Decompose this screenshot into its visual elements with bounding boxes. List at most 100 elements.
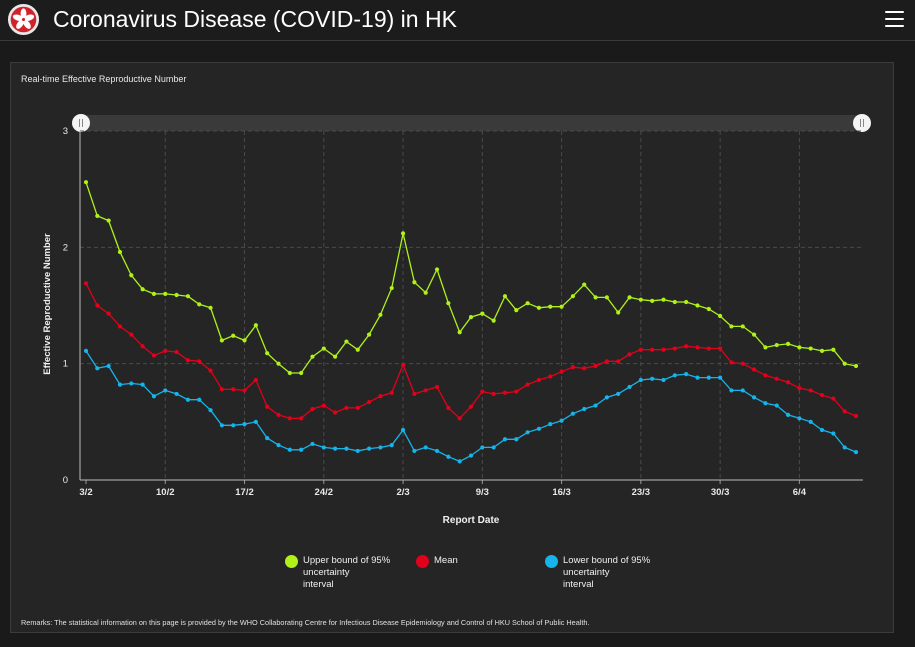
data-point-mean[interactable] — [355, 405, 360, 410]
data-point-lower[interactable] — [231, 423, 236, 428]
data-point-upper[interactable] — [163, 291, 168, 296]
data-point-lower[interactable] — [706, 375, 711, 380]
data-point-lower[interactable] — [536, 426, 542, 431]
data-point-mean[interactable] — [729, 360, 734, 365]
data-point-lower[interactable] — [468, 453, 474, 458]
data-point-mean[interactable] — [389, 390, 394, 395]
data-point-lower[interactable] — [423, 445, 428, 450]
data-point-lower[interactable] — [650, 376, 655, 381]
data-point-upper[interactable] — [185, 294, 191, 299]
data-point-lower[interactable] — [548, 422, 553, 427]
data-point-lower[interactable] — [151, 394, 157, 399]
data-point-lower[interactable] — [502, 437, 508, 442]
data-point-lower[interactable] — [695, 375, 700, 380]
data-point-mean[interactable] — [117, 324, 123, 329]
data-point-mean[interactable] — [570, 365, 576, 370]
data-point-upper[interactable] — [276, 361, 281, 366]
data-point-mean[interactable] — [853, 413, 859, 419]
data-point-lower[interactable] — [446, 454, 451, 459]
data-point-lower[interactable] — [95, 366, 100, 371]
data-point-lower[interactable] — [253, 419, 258, 424]
data-point-lower[interactable] — [797, 416, 802, 421]
data-point-lower[interactable] — [117, 382, 123, 387]
range-slider-left-handle[interactable] — [72, 114, 90, 132]
data-point-mean[interactable] — [366, 399, 372, 405]
data-point-upper[interactable] — [412, 280, 417, 285]
data-point-upper[interactable] — [548, 304, 553, 309]
data-point-lower[interactable] — [751, 395, 757, 400]
data-point-mean[interactable] — [593, 363, 598, 369]
data-point-upper[interactable] — [287, 370, 292, 376]
data-point-mean[interactable] — [174, 349, 179, 355]
data-point-upper[interactable] — [299, 370, 304, 376]
data-point-upper[interactable] — [434, 267, 440, 272]
data-point-upper[interactable] — [174, 292, 179, 298]
data-point-upper[interactable] — [231, 333, 236, 338]
data-point-upper[interactable] — [729, 324, 734, 329]
data-point-lower[interactable] — [344, 446, 349, 451]
data-point-upper[interactable] — [197, 302, 202, 307]
data-point-lower[interactable] — [140, 382, 145, 387]
data-point-mean[interactable] — [287, 416, 292, 421]
data-point-upper[interactable] — [842, 361, 847, 366]
data-point-lower[interactable] — [457, 459, 462, 464]
data-point-upper[interactable] — [242, 338, 247, 343]
data-point-mean[interactable] — [819, 392, 825, 398]
data-point-upper[interactable] — [774, 342, 779, 348]
data-point-mean[interactable] — [774, 376, 779, 381]
data-point-mean[interactable] — [763, 373, 768, 378]
data-point-lower[interactable] — [819, 427, 825, 433]
data-point-mean[interactable] — [83, 281, 89, 286]
data-point-lower[interactable] — [480, 445, 485, 450]
data-point-upper[interactable] — [718, 313, 723, 319]
data-point-lower[interactable] — [185, 397, 191, 402]
data-point-mean[interactable] — [412, 391, 417, 397]
data-point-mean[interactable] — [842, 409, 847, 414]
data-point-upper[interactable] — [446, 301, 451, 306]
data-point-upper[interactable] — [423, 290, 428, 295]
range-slider-right-handle[interactable] — [853, 114, 871, 132]
data-point-upper[interactable] — [536, 305, 542, 310]
data-point-lower[interactable] — [208, 408, 213, 413]
data-point-upper[interactable] — [638, 297, 643, 302]
data-point-mean[interactable] — [378, 394, 383, 399]
data-point-upper[interactable] — [389, 285, 394, 291]
data-point-upper[interactable] — [695, 303, 700, 308]
data-point-lower[interactable] — [718, 375, 723, 380]
data-point-mean[interactable] — [400, 362, 406, 367]
legend-item-mean[interactable]: Mean — [416, 555, 458, 568]
hamburger-menu-icon[interactable] — [884, 8, 906, 30]
data-point-mean[interactable] — [185, 358, 191, 363]
data-point-lower[interactable] — [333, 446, 338, 451]
data-point-lower[interactable] — [355, 448, 360, 454]
data-point-upper[interactable] — [310, 354, 315, 359]
data-point-mean[interactable] — [310, 406, 315, 412]
data-point-mean[interactable] — [582, 366, 587, 371]
data-point-lower[interactable] — [853, 449, 859, 455]
data-point-mean[interactable] — [265, 404, 270, 409]
data-point-upper[interactable] — [819, 348, 825, 353]
data-point-mean[interactable] — [491, 391, 496, 397]
data-point-mean[interactable] — [253, 377, 258, 383]
data-point-lower[interactable] — [672, 373, 677, 378]
data-point-lower[interactable] — [299, 447, 304, 452]
data-point-upper[interactable] — [740, 324, 745, 329]
data-point-lower[interactable] — [627, 384, 632, 390]
data-point-mean[interactable] — [276, 412, 281, 417]
data-point-lower[interactable] — [740, 388, 745, 393]
data-point-mean[interactable] — [333, 410, 338, 415]
data-point-upper[interactable] — [321, 346, 326, 351]
data-point-lower[interactable] — [661, 377, 666, 383]
data-point-upper[interactable] — [366, 332, 372, 337]
data-point-lower[interactable] — [389, 443, 394, 448]
data-point-upper[interactable] — [457, 330, 462, 335]
data-point-mean[interactable] — [242, 388, 247, 393]
data-point-mean[interactable] — [231, 387, 236, 392]
data-point-lower[interactable] — [729, 388, 734, 393]
data-point-upper[interactable] — [763, 345, 768, 350]
data-point-mean[interactable] — [95, 303, 100, 308]
data-point-mean[interactable] — [638, 347, 643, 352]
data-point-upper[interactable] — [808, 346, 813, 351]
data-point-upper[interactable] — [491, 318, 496, 323]
data-point-lower[interactable] — [434, 448, 440, 454]
